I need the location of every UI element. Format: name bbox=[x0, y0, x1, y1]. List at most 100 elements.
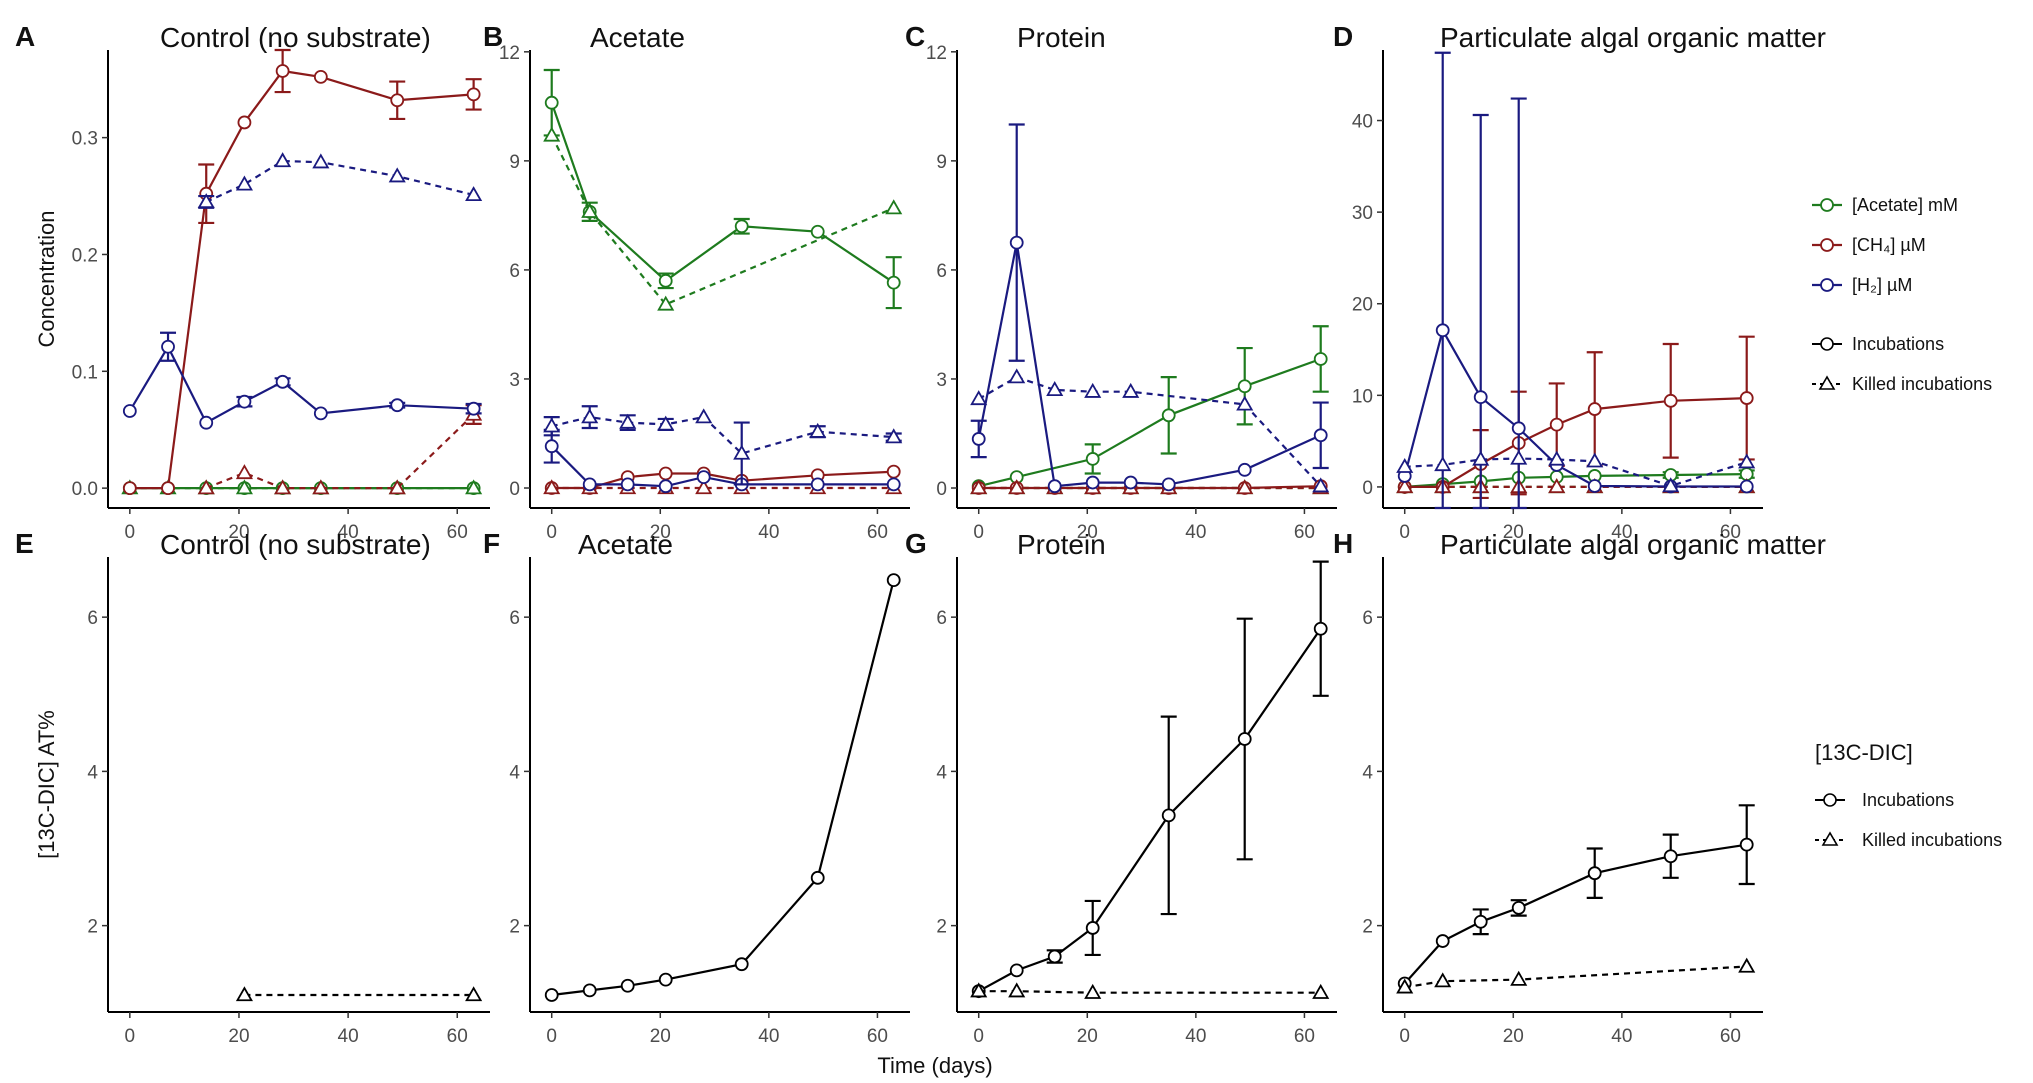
series-acetate-live bbox=[971, 325, 1329, 494]
data-point bbox=[657, 295, 675, 311]
series-line bbox=[550, 102, 895, 284]
series-line bbox=[1404, 965, 1747, 989]
data-point bbox=[275, 374, 290, 389]
data-point bbox=[1237, 732, 1252, 746]
data-point bbox=[809, 422, 827, 438]
data-point bbox=[1009, 963, 1024, 978]
legend-entry-live: Incubations bbox=[1815, 790, 1954, 810]
data-point bbox=[161, 339, 175, 354]
y-tick-label: 0.0 bbox=[72, 479, 98, 500]
data-point bbox=[971, 432, 986, 446]
data-point bbox=[199, 415, 214, 430]
legend-label: Incubations bbox=[1862, 790, 1954, 810]
data-point bbox=[1161, 477, 1176, 492]
data-point bbox=[1009, 235, 1024, 250]
x-tick-label: 20 bbox=[650, 522, 671, 543]
data-point bbox=[696, 470, 711, 485]
series-line bbox=[978, 628, 1322, 993]
series-line bbox=[1403, 327, 1747, 488]
y-tick-label: 4 bbox=[936, 762, 947, 783]
x-tick-label: 20 bbox=[1077, 522, 1098, 543]
data-point bbox=[544, 439, 559, 454]
legend-key-marker bbox=[1820, 238, 1834, 252]
data-point bbox=[810, 224, 825, 239]
data-point bbox=[197, 479, 215, 495]
x-tick-label: 40 bbox=[338, 1026, 359, 1047]
y-tick-label: 20 bbox=[1352, 295, 1373, 316]
series-line bbox=[977, 242, 1322, 488]
x-tick-label: 40 bbox=[1185, 1026, 1206, 1047]
series-h2-killed bbox=[1396, 449, 1756, 493]
series-ch4-live bbox=[122, 48, 482, 496]
data-point bbox=[122, 404, 137, 418]
legend-label: [Acetate] mM bbox=[1852, 195, 1958, 215]
data-point bbox=[313, 406, 328, 421]
series-line bbox=[1404, 397, 1747, 488]
data-point bbox=[1435, 323, 1450, 338]
data-point bbox=[1662, 477, 1680, 493]
y-tick-label: 0.3 bbox=[72, 129, 98, 150]
data-point bbox=[274, 152, 292, 168]
data-point bbox=[1663, 849, 1678, 864]
x-tick-label: 60 bbox=[867, 522, 888, 543]
series-dic-live bbox=[1397, 804, 1755, 991]
series-acetate-killed bbox=[543, 126, 903, 311]
data-point bbox=[1084, 983, 1102, 999]
y-tick-label: 3 bbox=[509, 370, 520, 391]
data-point bbox=[1739, 391, 1754, 405]
series-h2-live bbox=[1397, 51, 1754, 510]
series-h2-live bbox=[543, 428, 901, 494]
data-point bbox=[658, 972, 673, 987]
data-point bbox=[543, 126, 561, 142]
data-point bbox=[970, 390, 988, 406]
series-ch4-killed bbox=[543, 479, 903, 495]
x-tick-label: 0 bbox=[546, 522, 557, 543]
y-tick-label: 30 bbox=[1352, 203, 1373, 224]
data-point bbox=[970, 479, 988, 495]
data-point bbox=[1738, 957, 1756, 973]
data-point bbox=[1738, 453, 1756, 469]
y-tick-label: 0.2 bbox=[72, 245, 98, 266]
data-point bbox=[658, 273, 673, 288]
data-point bbox=[734, 219, 749, 234]
x-tick-label: 0 bbox=[125, 522, 136, 543]
data-point bbox=[390, 93, 405, 108]
data-point bbox=[235, 986, 253, 1002]
legend-key-marker bbox=[1821, 831, 1839, 846]
legend-key-marker bbox=[1820, 198, 1834, 212]
panel-title: Acetate bbox=[578, 529, 673, 560]
data-point bbox=[1046, 381, 1064, 397]
data-point bbox=[544, 988, 559, 1002]
series-dic-live bbox=[544, 573, 901, 1002]
data-point bbox=[237, 394, 252, 409]
data-point bbox=[1313, 428, 1328, 443]
y-tick-label: 12 bbox=[926, 43, 947, 64]
data-point bbox=[886, 477, 901, 492]
data-point bbox=[1312, 983, 1330, 999]
data-point bbox=[657, 415, 675, 431]
x-tick-label: 20 bbox=[1503, 1026, 1524, 1047]
data-point bbox=[1085, 452, 1100, 466]
data-point bbox=[1312, 477, 1330, 493]
panel-label: F bbox=[483, 528, 500, 559]
x-tick-label: 40 bbox=[338, 522, 359, 543]
panel-a: 0.0 0.1 0.2 0.3 0 20 40 60 A Control (no substrat… bbox=[15, 21, 490, 543]
legend-entry-killed: Killed incubations bbox=[1815, 830, 2002, 850]
data-point bbox=[1161, 808, 1176, 823]
data-point bbox=[1085, 475, 1100, 490]
legend-label: Killed incubations bbox=[1862, 830, 2002, 850]
data-point bbox=[1123, 475, 1138, 490]
series-line bbox=[1404, 457, 1748, 488]
y-tick-label: 4 bbox=[509, 762, 520, 783]
data-point bbox=[695, 479, 713, 495]
data-point bbox=[122, 481, 137, 496]
x-tick-label: 60 bbox=[447, 522, 468, 543]
data-point bbox=[388, 479, 406, 495]
panel-d: 0 10 20 30 40 0 20 40 60 D Particulate algal organ… bbox=[1333, 21, 1826, 543]
y-tick-label: 4 bbox=[1362, 762, 1373, 783]
data-point bbox=[275, 64, 290, 78]
data-point bbox=[312, 479, 330, 495]
